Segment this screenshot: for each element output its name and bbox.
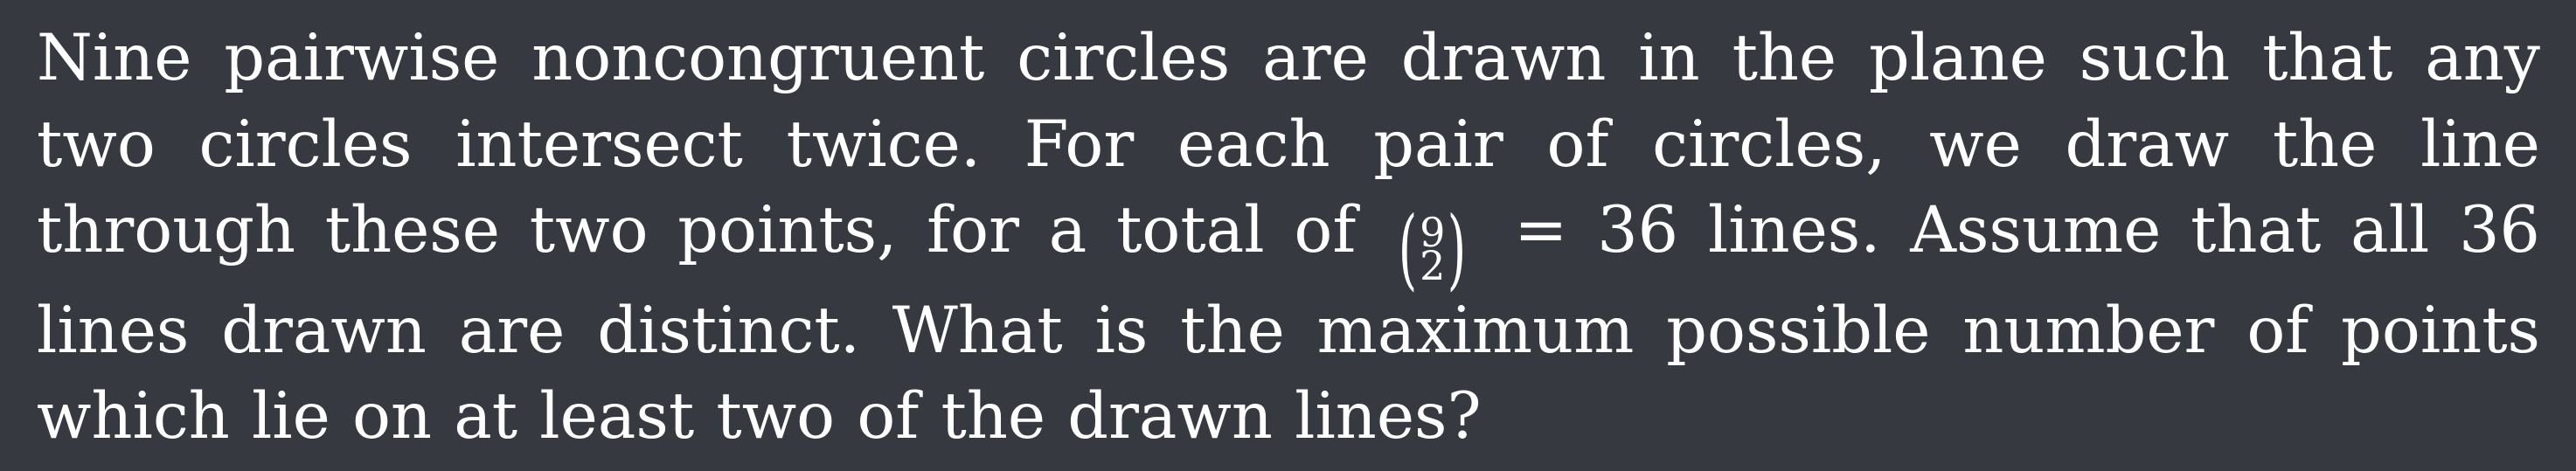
binomial-coefficient: (9 2) <box>1391 197 1474 300</box>
right-parenthesis: ) <box>1448 197 1467 300</box>
problem-text-before-binomial: Nine pairwise noncongruent circles are d… <box>37 21 2540 267</box>
problem-statement: Nine pairwise noncongruent circles are d… <box>37 16 2540 461</box>
left-parenthesis: ( <box>1398 197 1418 300</box>
binomial-bottom: 2 <box>1420 242 1446 289</box>
binomial-top: 9 <box>1420 209 1446 256</box>
problem-text-after-binomial: = 36 lines. Assume that all 36 lines dra… <box>37 193 2540 454</box>
